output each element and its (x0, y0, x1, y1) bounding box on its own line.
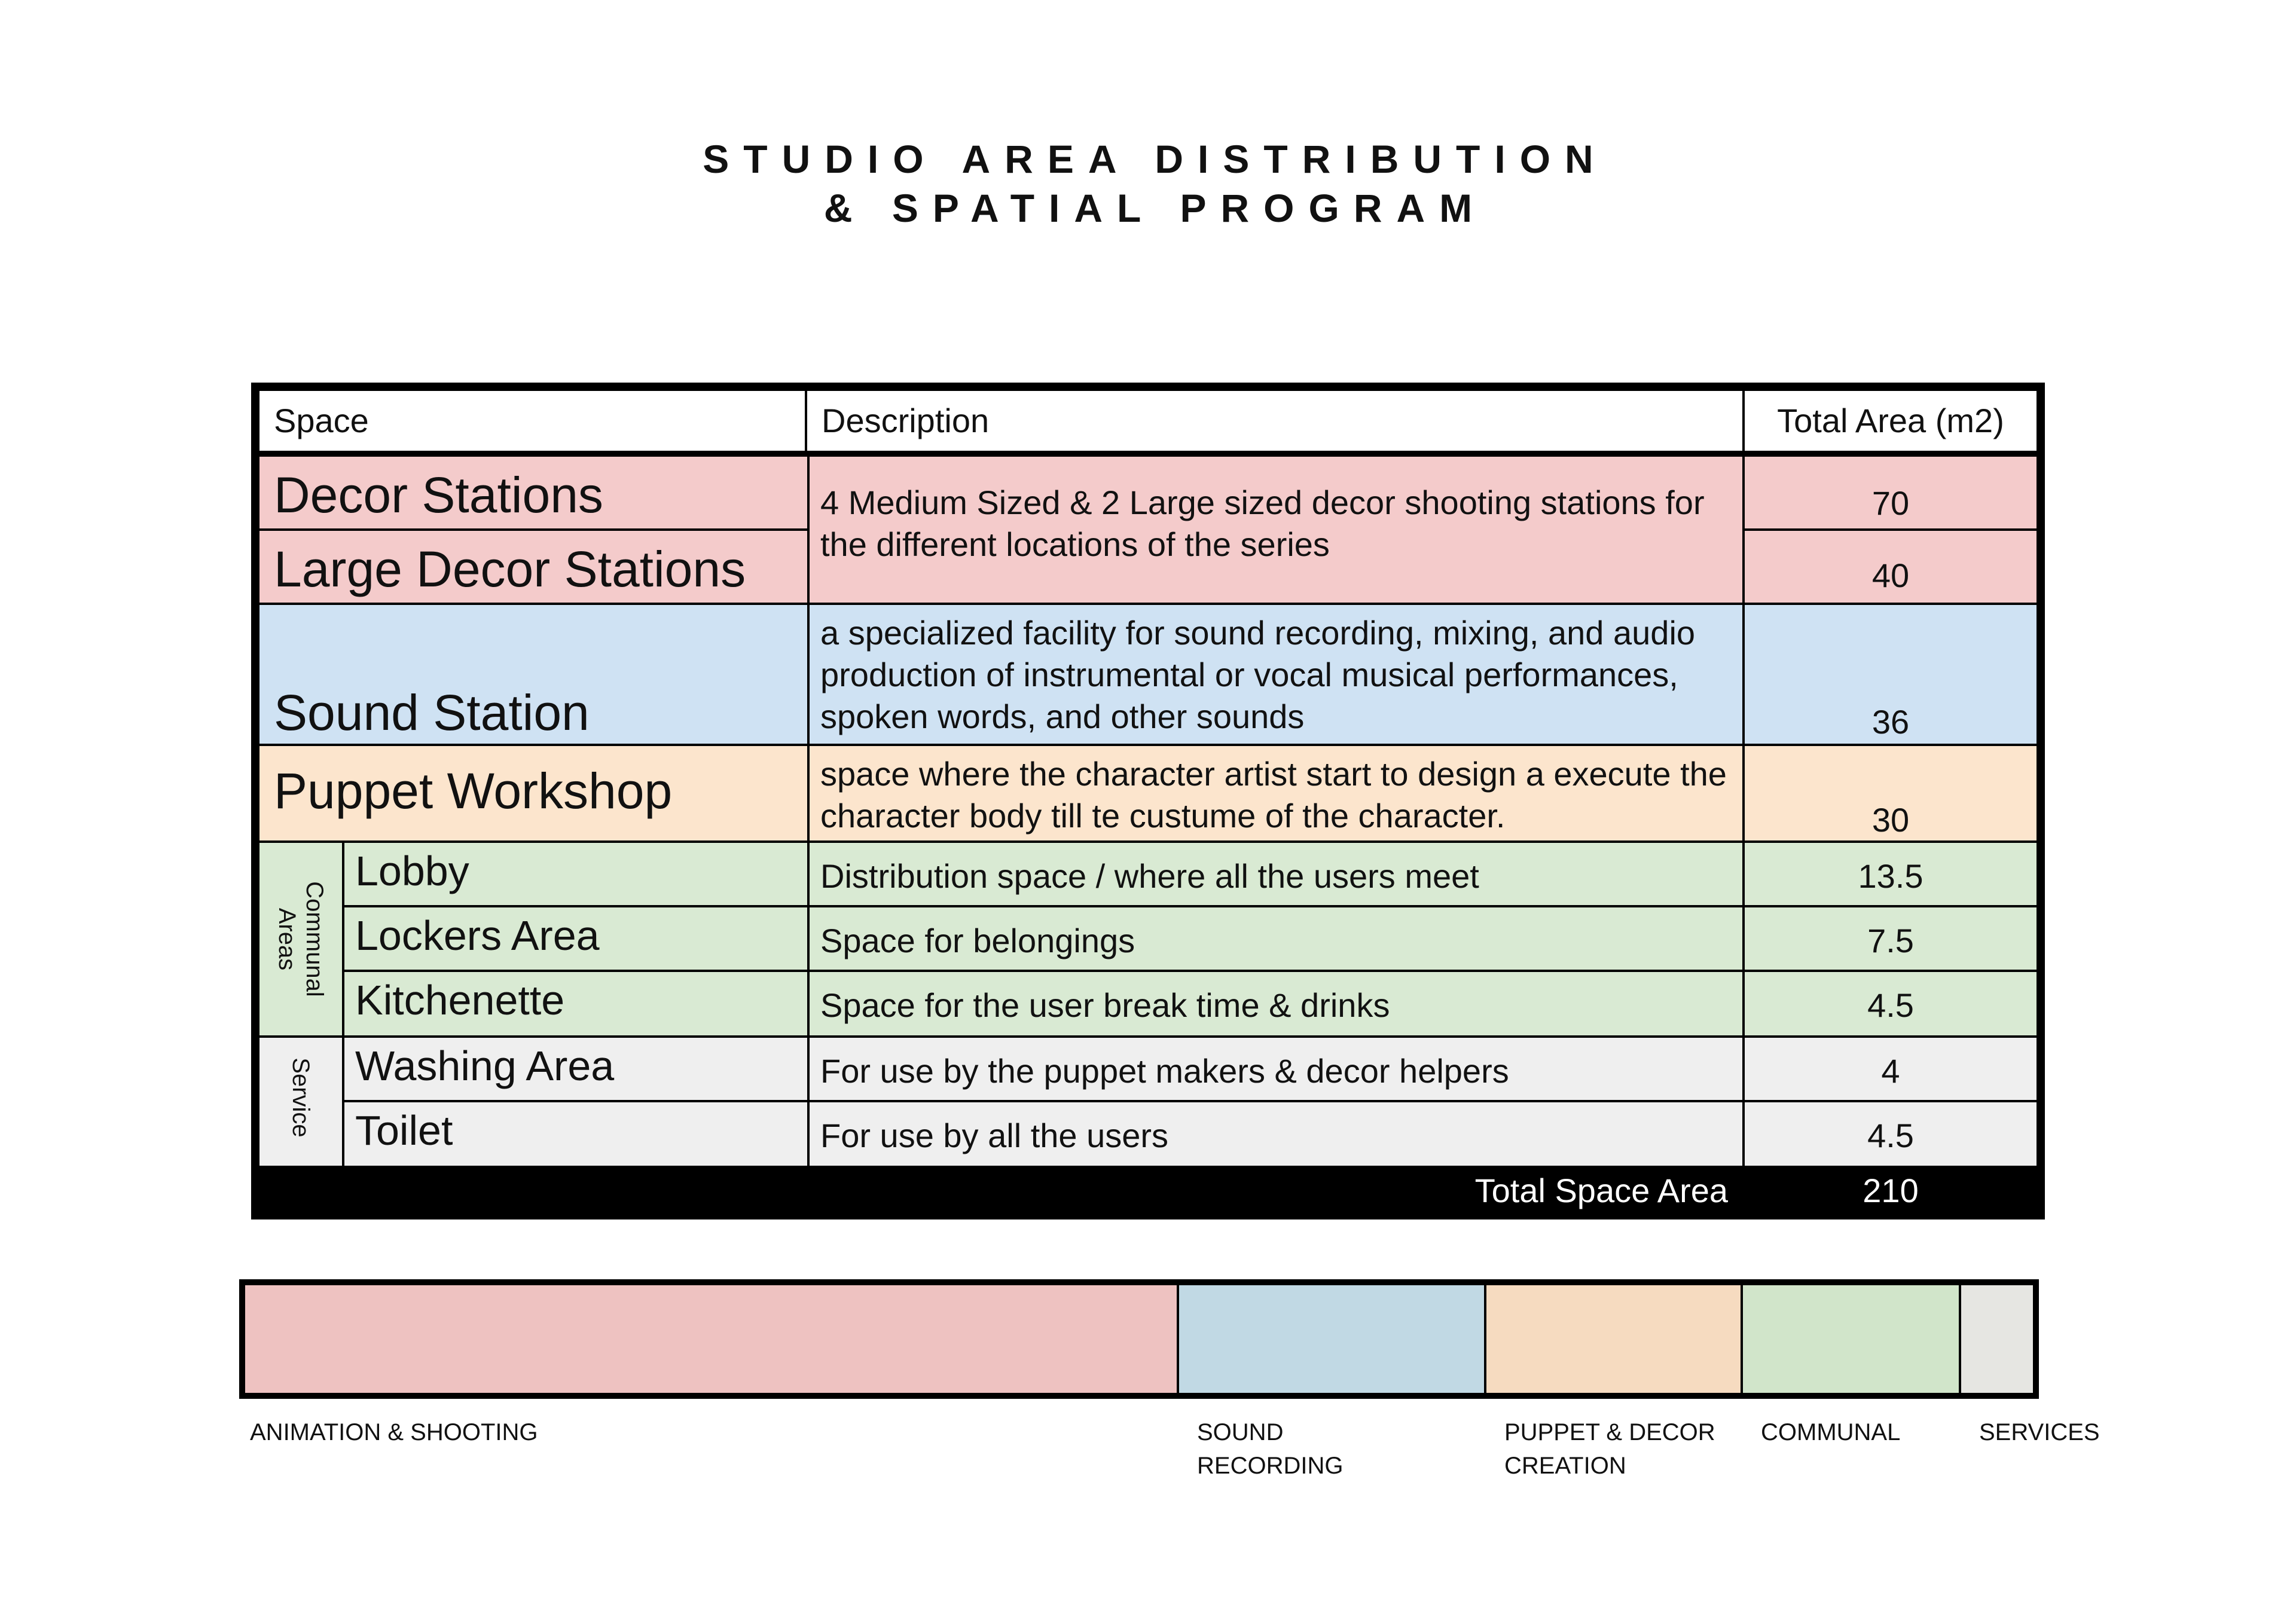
header-total-area: Total Area (m2) (1745, 391, 2037, 451)
page-title-line-1: STUDIO AREA DISTRIBUTION (703, 137, 1608, 181)
segment-sound-recording (1179, 1285, 1484, 1393)
area-toilet: 4.5 (1745, 1102, 2037, 1166)
area-large-decor-stations: 40 (1745, 531, 2037, 603)
space-washing-area: Washing Area (344, 1038, 807, 1100)
space-sound-station: Sound Station (259, 605, 807, 744)
space-lockers-area: Lockers Area (344, 907, 807, 970)
legend-puppet-decor-creation: PUPPET & DECOR CREATION (1504, 1419, 1715, 1479)
space-puppet-workshop: Puppet Workshop (259, 746, 807, 840)
legend-sound-recording: SOUND RECORDING (1197, 1419, 1344, 1479)
group-communal-areas: Communal Areas (259, 843, 342, 1035)
group-service: Service (259, 1038, 342, 1166)
area-lockers-area: 7.5 (1745, 907, 2037, 970)
area-decor-stations: 70 (1745, 457, 2037, 528)
area-washing-area: 4 (1745, 1038, 2037, 1100)
legend-animation-shooting: ANIMATION & SHOOTING (250, 1419, 538, 1445)
description-lobby: Distribution space / where all the users… (810, 843, 1742, 905)
area-kitchenette: 4.5 (1745, 972, 2037, 1035)
header-space: Space (259, 391, 805, 451)
total-space-area-label: Total Space Area (1474, 1172, 1728, 1209)
description-toilet: For use by all the users (810, 1102, 1742, 1166)
description-sound-station: a specialized facility for sound recordi… (810, 605, 1742, 744)
group-service-label: Service (288, 1057, 314, 1138)
area-distribution-bar (239, 1279, 2039, 1399)
space-decor-stations: Decor Stations (259, 457, 807, 528)
description-lockers-area: Space for belongings (810, 907, 1742, 970)
segment-animation-shooting (245, 1285, 1177, 1393)
group-communal-label: Communal Areas (274, 881, 328, 997)
area-table: Space Description Total Area (m2) Decor … (251, 383, 2045, 1219)
segment-communal (1743, 1285, 1959, 1393)
description-washing-area: For use by the puppet makers & decor hel… (810, 1038, 1742, 1100)
space-lobby: Lobby (344, 843, 807, 905)
legend-communal: COMMUNAL (1761, 1419, 1901, 1445)
space-kitchenette: Kitchenette (344, 972, 807, 1035)
description-kitchenette: Space for the user break time & drinks (810, 972, 1742, 1035)
area-puppet-workshop: 30 (1745, 746, 2037, 840)
space-toilet: Toilet (344, 1102, 807, 1166)
total-space-area-value: 210 (1863, 1172, 1919, 1209)
description-puppet-workshop: space where the character artist start t… (810, 746, 1742, 840)
segment-puppet-decor-creation (1486, 1285, 1741, 1393)
header-description: Description (807, 391, 1742, 451)
space-large-decor-stations: Large Decor Stations (259, 531, 807, 603)
area-lobby: 13.5 (1745, 843, 2037, 905)
description-decor-stations: 4 Medium Sized & 2 Large sized decor sho… (810, 457, 1742, 603)
page-title-line-2: & SPATIAL PROGRAM (823, 186, 1487, 230)
area-sound-station: 36 (1745, 605, 2037, 744)
page-title: STUDIO AREA DISTRIBUTION & SPATIAL PROGR… (0, 135, 2296, 233)
legend-services: SERVICES (1979, 1419, 2100, 1445)
segment-services (1961, 1285, 2033, 1393)
